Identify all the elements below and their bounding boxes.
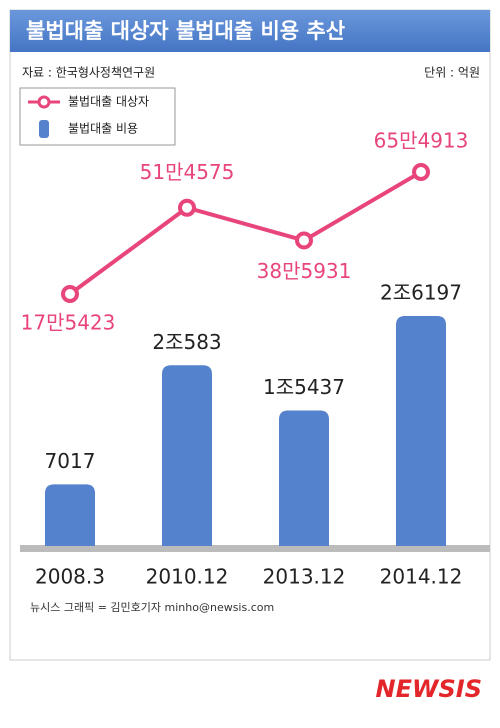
value-label: 51만4575	[140, 160, 235, 184]
line	[68, 170, 423, 296]
bar	[279, 410, 329, 546]
value-label: 2조6197	[380, 281, 462, 305]
x-tick-label: 2008.3	[35, 565, 105, 589]
value-label: 38만5931	[257, 259, 352, 283]
source: 자료 : 한국형사정책연구원	[22, 65, 155, 80]
x-tick-label: 2014.12	[380, 565, 463, 589]
title-bar	[10, 10, 490, 52]
line-point	[412, 163, 430, 181]
legend-label: 불법대출 비용	[68, 122, 138, 136]
line-point	[178, 198, 196, 217]
legend-swatch	[37, 95, 51, 109]
bar	[162, 365, 212, 546]
value-label: 65만4913	[374, 129, 469, 153]
chart-title: 불법대출 대상자 불법대출 비용 추산	[26, 19, 345, 43]
bar	[45, 484, 95, 546]
bar	[396, 316, 446, 546]
line-point	[61, 285, 79, 303]
value-label: 7017	[45, 449, 96, 473]
line-point	[295, 231, 313, 250]
legend-swatch	[39, 120, 49, 138]
credit: 뉴시스 그래픽 = 김민호기자 minho@newsis.com	[30, 601, 274, 614]
x-tick-label: 2010.12	[146, 565, 229, 589]
x-tick-label: 2013.12	[263, 565, 346, 589]
baseline	[20, 545, 490, 552]
value-label: 1조5437	[263, 375, 345, 399]
value-label: 2조583	[152, 330, 221, 354]
unit: 단위 : 억원	[424, 66, 480, 80]
logo: NEWSIS	[376, 675, 482, 703]
legend-label: 불법대출 대상자	[68, 95, 149, 109]
value-label: 17만5423	[21, 311, 116, 335]
